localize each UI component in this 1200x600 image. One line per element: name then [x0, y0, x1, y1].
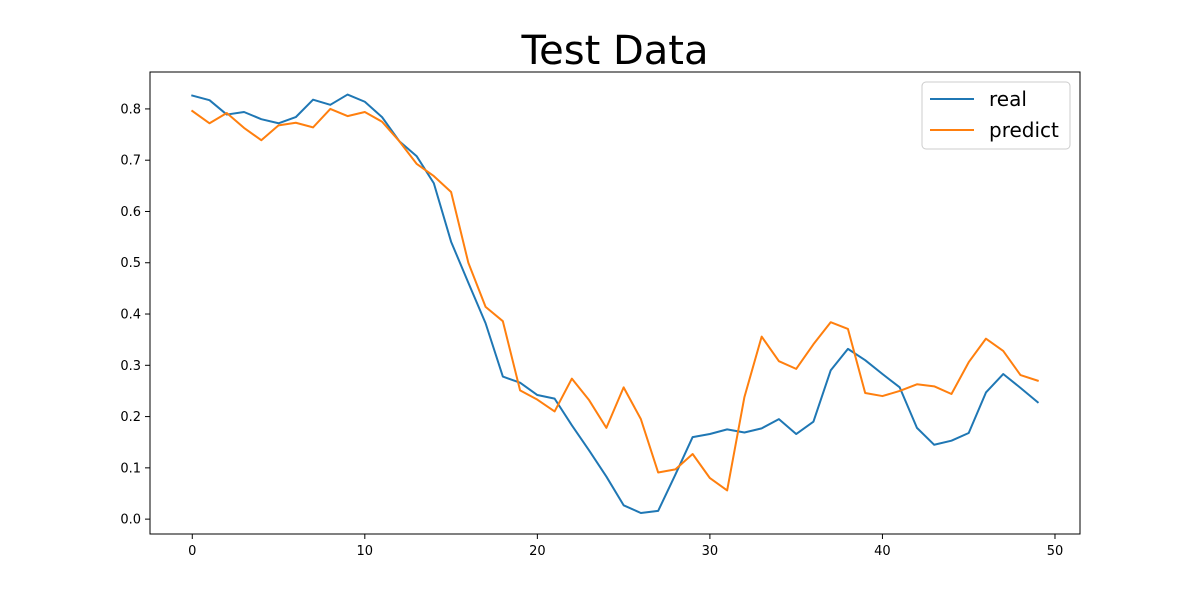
x-tick-label: 30 [702, 544, 719, 559]
plot-area-frame [149, 71, 1081, 535]
legend-label-predict: predict [989, 118, 1059, 142]
y-tick-label: 0.2 [120, 410, 141, 425]
x-tick-label: 0 [188, 544, 196, 559]
series-line-real [191, 93, 1040, 514]
x-tick-label: 40 [874, 544, 891, 559]
y-tick-label: 0.1 [120, 461, 141, 476]
series-layer [190, 93, 1040, 514]
axes-layer: 0 10 20 30 40 50 0.0 0.1 0.2 0.3 0.4 0.5 0.6 0.7 0.8 [120, 102, 1063, 559]
series-line-predict [190, 107, 1039, 492]
y-tick-label: 0.6 [120, 205, 141, 220]
y-tick-label: 0.7 [120, 154, 141, 169]
legend: real predict [921, 81, 1071, 150]
x-tick-label: 10 [357, 544, 374, 559]
x-tick-label: 20 [529, 544, 546, 559]
y-tick-label: 0.5 [120, 256, 141, 271]
x-tick-label: 50 [1047, 544, 1064, 559]
y-tick-label: 0.8 [120, 102, 141, 117]
chart-title: Test Data [521, 28, 709, 74]
legend-label-real: real [989, 87, 1027, 111]
y-tick-label: 0.3 [120, 359, 141, 374]
y-tick-label: 0.4 [120, 308, 141, 323]
y-tick-label: 0.0 [120, 513, 141, 528]
